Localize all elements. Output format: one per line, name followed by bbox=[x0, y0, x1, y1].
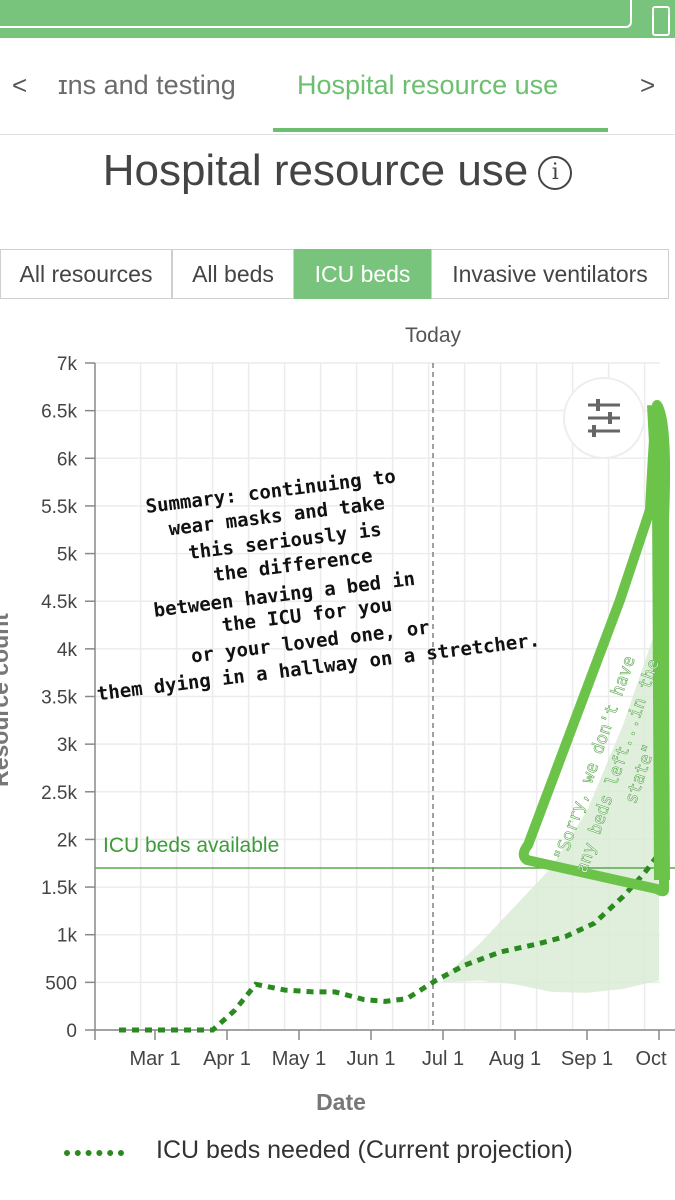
y-tick-label: 1.5k bbox=[41, 878, 77, 899]
y-tick-label: 3k bbox=[57, 735, 78, 756]
menu-icon[interactable] bbox=[652, 6, 670, 36]
y-tick-label: 5k bbox=[57, 545, 78, 566]
x-tick-label: Oct bbox=[635, 1048, 667, 1070]
y-tick-label: 3.5k bbox=[41, 688, 77, 709]
x-tick-label: Sep 1 bbox=[561, 1048, 613, 1070]
grid bbox=[95, 362, 660, 1031]
x-tick-label: Jul 1 bbox=[422, 1048, 464, 1070]
y-tick-label: 2k bbox=[57, 830, 78, 851]
tab-previous[interactable]: ɪns and testing bbox=[58, 70, 236, 100]
top-bar bbox=[0, 0, 675, 38]
y-tick-label: 2.5k bbox=[41, 783, 77, 804]
segment-invasive-ventilators[interactable]: Invasive ventilators bbox=[431, 249, 669, 299]
y-tick-label: 5.5k bbox=[41, 497, 77, 518]
y-tick-label: 6k bbox=[57, 449, 78, 470]
segment-icu-beds[interactable]: ICU beds bbox=[294, 249, 431, 299]
y-axis-title: Resource count bbox=[0, 613, 13, 787]
segment-all-beds[interactable]: All beds bbox=[172, 249, 294, 299]
chevron-left-icon[interactable]: < bbox=[12, 70, 28, 100]
y-tick-label: 4.5k bbox=[41, 592, 77, 613]
sliders-icon bbox=[588, 399, 620, 437]
x-tick-label: Apr 1 bbox=[203, 1048, 251, 1070]
projection-line bbox=[119, 852, 661, 1033]
uncertainty-band bbox=[443, 620, 659, 993]
x-tick-label: Aug 1 bbox=[489, 1048, 541, 1070]
today-label: Today bbox=[405, 324, 462, 347]
legend-label: ICU beds needed (Current projection) bbox=[156, 1136, 573, 1164]
x-tick-label: Jun 1 bbox=[347, 1048, 396, 1070]
info-icon[interactable]: i bbox=[538, 156, 573, 191]
legend-swatch bbox=[64, 1150, 124, 1156]
y-tick-label: 6.5k bbox=[41, 402, 77, 423]
active-tab-indicator bbox=[273, 128, 608, 132]
tab-hospital-resource-use[interactable]: Hospital resource use bbox=[297, 70, 559, 100]
tab-strip: < ɪns and testing Hospital resource use … bbox=[0, 38, 675, 135]
y-tick-label: 7k bbox=[57, 354, 78, 375]
search-bar[interactable] bbox=[0, 0, 632, 28]
x-tick-label: Mar 1 bbox=[129, 1048, 180, 1070]
y-tick-label: 1k bbox=[57, 926, 78, 947]
y-tick-label: 4k bbox=[57, 640, 78, 661]
chevron-right-icon[interactable]: > bbox=[640, 70, 656, 100]
threshold-label: ICU beds available bbox=[103, 834, 279, 857]
marker-stroke bbox=[647, 404, 670, 881]
segment-all-resources[interactable]: All resources bbox=[0, 249, 172, 299]
y-tick-label: 500 bbox=[45, 973, 77, 994]
filter-button[interactable] bbox=[563, 377, 645, 459]
x-axis-title: Date bbox=[316, 1089, 366, 1115]
y-tick-label: 0 bbox=[66, 1021, 77, 1042]
page-title-text: Hospital resource use bbox=[102, 146, 529, 195]
page-title: Hospital resource use i bbox=[0, 146, 675, 196]
x-tick-label: May 1 bbox=[272, 1048, 326, 1070]
